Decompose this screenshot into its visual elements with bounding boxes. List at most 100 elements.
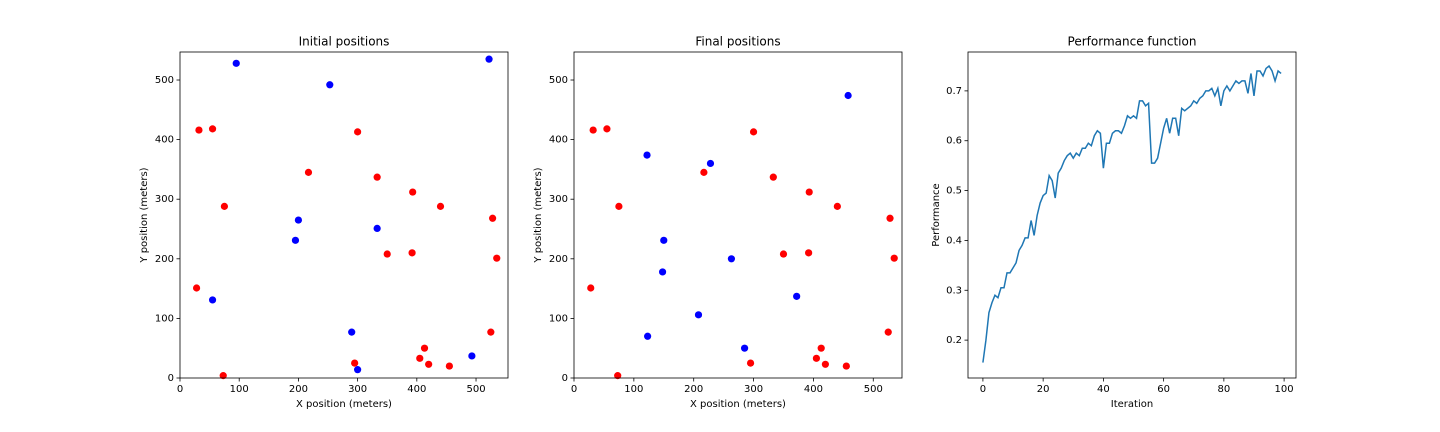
y-tick-label: 0.6 [946, 136, 962, 147]
point [416, 354, 424, 362]
x-axis-label: X position (meters) [690, 399, 786, 410]
y-tick-label: 400 [549, 135, 568, 146]
point [779, 250, 788, 258]
point [354, 128, 362, 136]
y-tick-label: 100 [155, 313, 174, 324]
point [793, 292, 801, 300]
y-tick-label: 300 [549, 194, 568, 205]
chart-title: Performance function [1068, 35, 1197, 49]
y-axis-label: Performance [931, 183, 942, 246]
axes-frame [967, 51, 1297, 379]
x-tick-label: 400 [407, 384, 426, 395]
point [304, 168, 313, 176]
point [589, 126, 597, 134]
point [884, 328, 892, 336]
point [291, 236, 300, 244]
point [354, 366, 362, 374]
point [468, 352, 476, 360]
y-tick-label: 0.2 [946, 335, 962, 346]
y-tick-label: 200 [549, 254, 568, 265]
x-tick-label: 200 [684, 384, 703, 395]
point [805, 249, 813, 257]
point [192, 284, 201, 292]
y-tick-label: 0 [168, 373, 174, 384]
y-tick-label: 500 [155, 75, 174, 86]
point [660, 236, 668, 244]
point [706, 159, 715, 168]
point [700, 168, 708, 176]
point [445, 362, 453, 370]
point [886, 214, 894, 222]
x-axis-label: X position (meters) [296, 399, 392, 410]
x-tick-label: 20 [1037, 384, 1050, 395]
point [805, 188, 813, 196]
axes-frame [179, 51, 509, 379]
chart-title: Initial positions [299, 35, 390, 49]
point [232, 59, 240, 67]
point [195, 126, 203, 134]
x-tick-label: 0 [980, 384, 986, 395]
x-tick-label: 500 [466, 384, 485, 395]
x-tick-label: 300 [744, 384, 763, 395]
y-tick-label: 400 [155, 135, 174, 146]
x-tick-label: 300 [348, 384, 367, 395]
point [408, 249, 416, 257]
point [587, 284, 595, 292]
point [208, 296, 217, 304]
point [603, 125, 611, 133]
point [749, 128, 758, 136]
point [294, 216, 303, 224]
y-axis-label: Y position (meters) [533, 167, 544, 263]
y-tick-label: 100 [549, 313, 568, 324]
point [489, 214, 497, 222]
point [219, 372, 227, 380]
line [982, 64, 1282, 363]
y-tick-label: 0 [562, 373, 568, 384]
y-tick-label: 0.3 [946, 285, 962, 296]
point [694, 311, 703, 319]
point [383, 250, 391, 258]
point [844, 91, 852, 100]
x-tick-label: 100 [230, 384, 249, 395]
point [769, 173, 777, 181]
x-tick-label: 500 [864, 384, 883, 395]
point [487, 328, 495, 336]
x-tick-label: 100 [1275, 384, 1294, 395]
point [373, 173, 381, 181]
point [817, 344, 825, 352]
x-tick-label: 80 [1217, 384, 1230, 395]
point [842, 362, 850, 370]
point [727, 255, 736, 263]
chart-title: Final positions [695, 35, 780, 49]
point [740, 344, 749, 352]
y-tick-label: 0.7 [946, 86, 962, 97]
point [326, 81, 334, 89]
x-tick-label: 0 [177, 384, 183, 395]
y-tick-label: 0.5 [946, 186, 962, 197]
point [821, 360, 829, 368]
point [436, 202, 445, 210]
x-tick-label: 60 [1157, 384, 1170, 395]
x-tick-label: 40 [1097, 384, 1110, 395]
point [643, 151, 651, 159]
point [746, 359, 755, 367]
point [614, 372, 622, 380]
point [425, 360, 433, 368]
x-tick-label: 100 [624, 384, 643, 395]
point [644, 332, 652, 340]
point [658, 268, 667, 276]
x-tick-label: 200 [289, 384, 308, 395]
point [493, 254, 501, 262]
x-tick-label: 400 [804, 384, 823, 395]
point [373, 224, 381, 233]
point [351, 359, 359, 367]
point [615, 202, 623, 210]
point [812, 354, 821, 362]
y-tick-label: 500 [549, 75, 568, 86]
point [420, 344, 429, 352]
x-axis-label: Iteration [1111, 399, 1153, 410]
point [409, 188, 417, 196]
point [208, 125, 217, 133]
